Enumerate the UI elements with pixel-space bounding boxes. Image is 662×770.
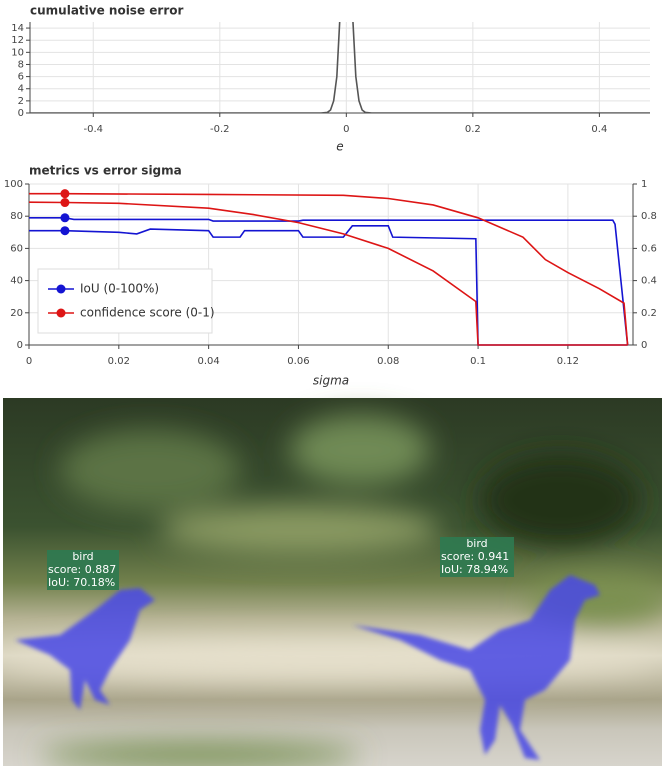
y-tick-label: 20 (10, 308, 23, 319)
detection-iou: IoU: 70.18% (48, 576, 115, 589)
y-tick-label: 6 (18, 72, 24, 83)
y2-tick-label: 0 (641, 340, 647, 351)
x-tick-label: 0.04 (197, 356, 219, 367)
y2-tick-label: 1 (641, 179, 647, 190)
detection-class: bird (72, 550, 93, 563)
x-tick-label: -0.4 (84, 124, 104, 135)
y-tick-label: 0 (18, 108, 24, 119)
y-tick-label: 100 (4, 179, 23, 190)
y-tick-label: 10 (11, 47, 24, 58)
series-line (30, 22, 650, 113)
legend-marker (56, 284, 66, 294)
marker (60, 198, 70, 208)
y-tick-label: 4 (18, 84, 24, 95)
legend-label: confidence score (0-1) (80, 306, 215, 320)
x-axis-label: sigma (313, 374, 349, 388)
marker (60, 226, 70, 236)
legend-label: IoU (0-100%) (80, 282, 159, 296)
x-tick-label: 0.02 (108, 356, 130, 367)
x-tick-label: -0.2 (210, 124, 230, 135)
legend-box (37, 268, 213, 334)
legend: IoU (0-100%) confidence score (0-1) (37, 268, 215, 334)
x-tick-label: 0.12 (557, 356, 579, 367)
x-tick-label: 0.06 (287, 356, 309, 367)
detection-class: bird (466, 537, 487, 550)
y-tick-label: 2 (18, 96, 24, 107)
x-tick-label: 0.08 (377, 356, 399, 367)
series-line (29, 201, 628, 346)
x-tick-label: 0 (26, 356, 32, 367)
y-tick-label: 60 (10, 243, 23, 254)
y-tick-label: 0 (17, 340, 23, 351)
y2-tick-label: 0.8 (641, 211, 657, 222)
y-tick-label: 80 (10, 211, 23, 222)
detection-iou: IoU: 78.94% (441, 563, 508, 576)
y2-tick-label: 0.4 (641, 276, 657, 287)
x-tick-label: 0.4 (591, 124, 607, 135)
marker (60, 189, 70, 199)
series-line (29, 225, 628, 346)
y-tick-label: 40 (10, 276, 23, 287)
detection-score: score: 0.887 (48, 563, 116, 576)
y2-tick-label: 0.6 (641, 243, 657, 254)
y-tick-label: 8 (18, 59, 24, 70)
series-line (29, 192, 629, 346)
y2-tick-label: 0.2 (641, 308, 657, 319)
detection-label-box (47, 550, 119, 590)
chart-title: metrics vs error sigma (29, 164, 182, 178)
marker (60, 213, 70, 223)
legend-marker (56, 308, 66, 318)
metrics-chart: metrics vs error sigma 0 20 40 60 80 100 0 0.2 0.… (4, 164, 657, 388)
y-tick-label: 12 (11, 35, 24, 46)
x-axis-label: e (336, 140, 343, 154)
chart-title: cumulative noise error (30, 4, 183, 18)
y-tick-label: 14 (11, 23, 24, 34)
series-line (29, 217, 629, 346)
detection-score: score: 0.941 (441, 550, 509, 563)
x-tick-label: 0 (343, 124, 349, 135)
x-tick-label: 0.1 (470, 356, 486, 367)
detection-label-box (440, 537, 514, 577)
x-tick-label: 0.2 (465, 124, 481, 135)
plot-area (30, 22, 650, 113)
